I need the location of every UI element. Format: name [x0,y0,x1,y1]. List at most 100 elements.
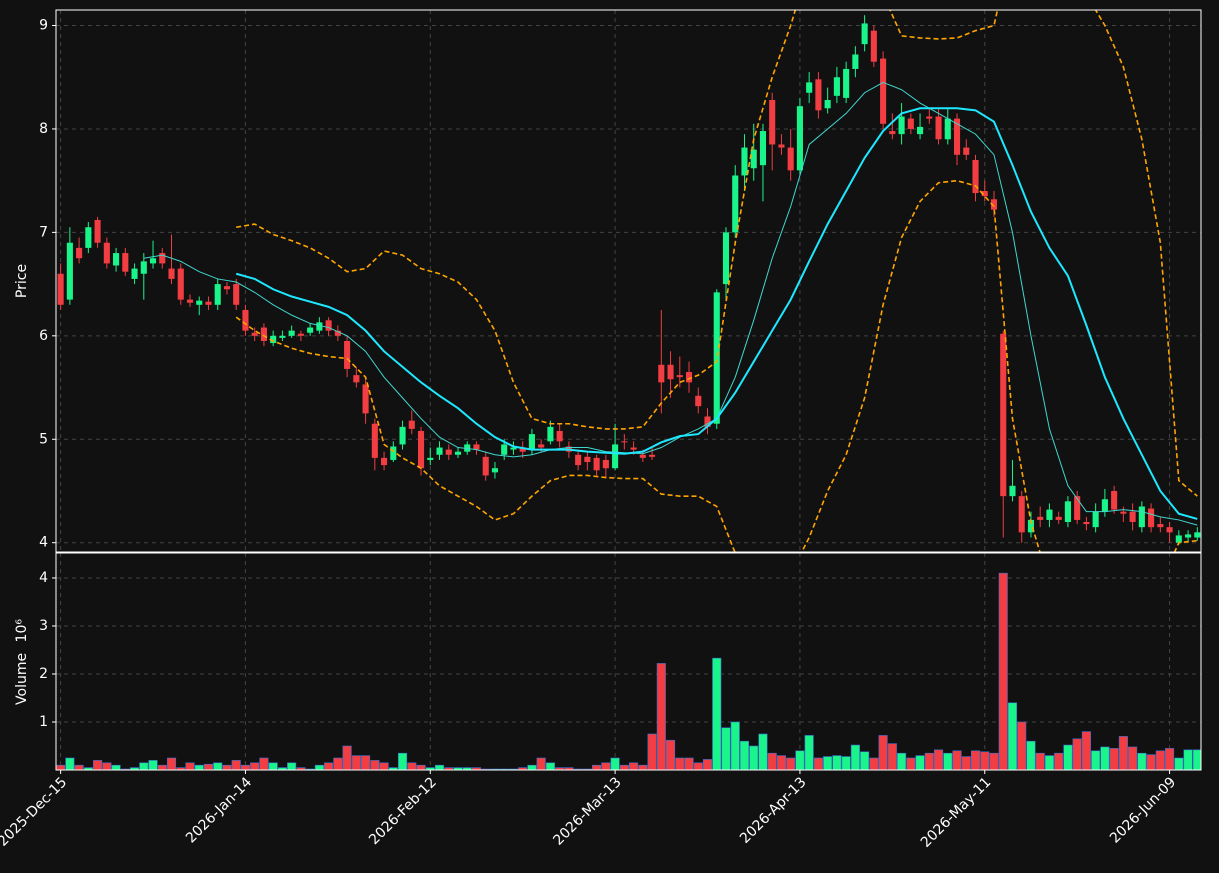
volume-bar [416,764,426,770]
candle-body [843,68,850,98]
candle-body [223,286,231,290]
volume-bar [675,757,685,770]
volume-bar [786,757,796,770]
candle-body [575,454,582,466]
volume-bar [259,757,269,770]
volume-bar [1118,736,1128,770]
candle-body [769,99,776,145]
volume-bar [370,760,380,770]
volume-bar [1035,752,1045,770]
candle-body [1055,516,1062,520]
candle-body [889,131,896,135]
volume-bar [712,657,722,770]
candle-body [685,372,693,383]
y-tick-label: 4 [39,570,48,586]
candle-body [907,118,914,129]
candle-body [741,147,748,176]
overlay-line [235,107,1198,520]
candle-body [186,299,194,303]
candle-body [1027,519,1035,533]
candle-body [815,79,822,111]
volume-bar [1007,702,1018,770]
volume-bar [148,760,158,770]
candle-body [898,116,905,135]
volume-bar [194,764,204,770]
candle-body [1074,496,1081,520]
volume-bar [333,757,343,770]
volume-bar [702,759,713,770]
volume-bar [860,751,870,770]
volume-bar [536,757,546,770]
volume-bar [970,750,981,770]
volume-bar [240,764,250,770]
volume-bar [887,743,897,770]
candle-body [501,444,508,455]
candle-body [732,175,739,233]
volume-bar [915,755,925,770]
volume-bar [629,762,639,770]
candle-body [214,284,221,305]
candle-body [917,126,924,135]
candle-body [1120,511,1127,514]
candle-body [953,118,961,155]
volume-bar [610,757,620,770]
volume-bar [1128,746,1138,770]
volume-bar [823,756,833,770]
candle-body [990,199,998,210]
overlay-line [236,10,1198,497]
volume-bar [933,749,944,770]
volume-bar [342,745,352,770]
volume-bar [656,663,666,770]
price-plot [57,10,1201,552]
candle-body [316,322,323,331]
y-tick-label: 2 [39,666,48,682]
volume-bar [804,735,814,770]
candle-body [556,430,563,442]
candle-body [140,261,147,274]
candle-body [408,420,415,429]
volume-bar [647,733,657,770]
volume-bar [924,752,934,770]
volume-bar [351,755,361,770]
candle-body [796,106,803,171]
volume-bar [213,762,223,770]
candle-body [103,242,110,264]
volume-bar [730,721,740,770]
volume-bar [139,762,149,770]
volume-bar [1044,755,1054,770]
candle-body [344,340,351,369]
candle-body [427,457,434,460]
candle-body [279,335,286,338]
volume-bar [222,764,232,770]
candle-body [297,333,304,336]
candle-body [159,253,166,264]
candle-body [852,54,859,69]
candle-body [704,416,711,427]
candle-body [1101,499,1108,512]
volume-bar [324,762,334,770]
overlay-line [235,179,1198,552]
price-axis-label: Price [14,264,30,298]
volume-bar [1155,750,1165,770]
candle-body [713,292,720,424]
volume-bar [1026,740,1036,770]
candle-body [445,449,452,455]
volume-bar [1109,748,1119,770]
candle-body [131,268,138,279]
volume-label: Volume [14,653,30,705]
candle-body [1175,535,1182,543]
volume-bar [832,755,842,770]
volume-bar [619,764,629,770]
volume-bar [287,762,297,770]
volume-bar [989,752,999,770]
candle-body [57,273,64,305]
candle-body [390,446,397,460]
y-tick-label: 8 [39,121,48,137]
candle-body [870,30,877,62]
y-tick-label: 3 [39,618,48,634]
candle-body [353,375,360,383]
candle-body [334,330,341,336]
candle-body [1129,511,1136,523]
candle-body [399,426,406,445]
volume-bar [776,755,786,770]
